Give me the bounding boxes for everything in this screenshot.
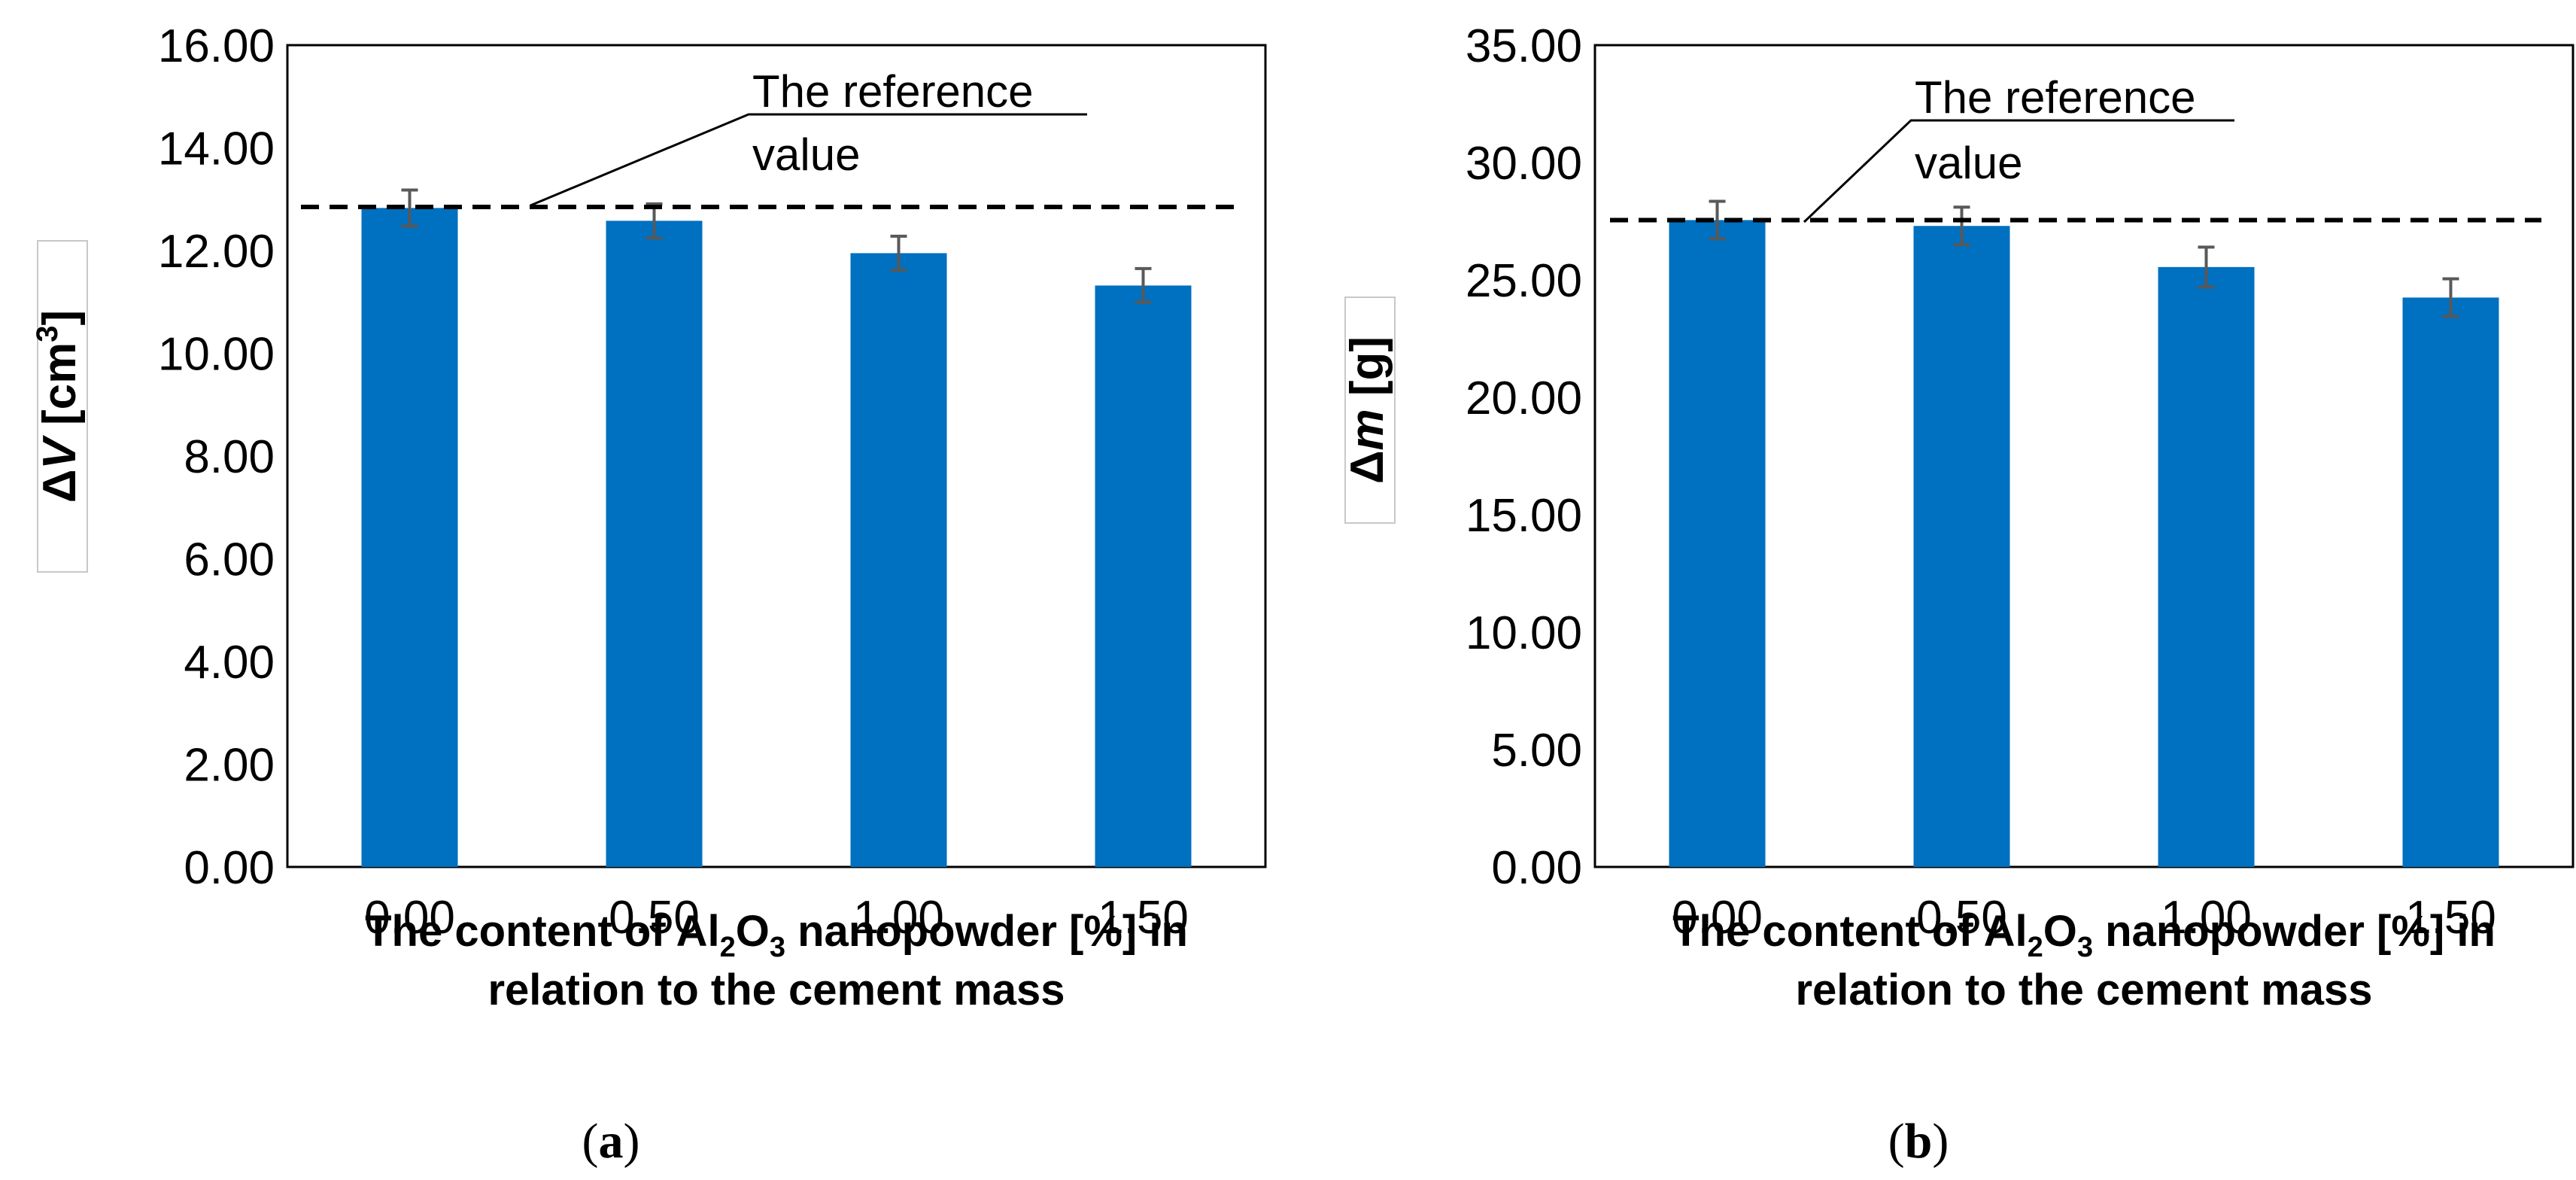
y-tick-label: 10.00 — [1466, 607, 1582, 659]
x-axis-label-line1: The content of Al2O3 nanopowder [%] in — [1672, 907, 2496, 963]
bar — [2402, 297, 2499, 867]
x-label-part: The content of Al — [1672, 907, 2027, 956]
caption-letter: b — [1905, 1114, 1933, 1169]
annotation-text: The reference — [752, 66, 1034, 117]
x-tick-label: 1.50 — [2405, 892, 2496, 944]
caption-paren: ) — [1932, 1114, 1949, 1169]
chart-panel-a: 0.00 2.00 4.00 6.00 8.00 10.00 12.00 14.00 16.00… — [31, 20, 1267, 1169]
panel-caption: (b) — [1888, 1114, 1949, 1169]
y-axis-label-frame — [37, 240, 88, 573]
caption-paren: ( — [582, 1114, 599, 1169]
y-tick-label: 10.00 — [158, 329, 275, 381]
y-axis-label-text: Δm [g] — [1341, 336, 1393, 484]
bar — [1913, 226, 2010, 867]
y-tick-label: 16.00 — [158, 20, 275, 72]
x-label-part: nanopowder [%] in — [785, 907, 1188, 956]
chart-panel-b: 0.005.0010.0015.0020.0025.0030.0035.000.… — [1341, 20, 2574, 1169]
y-label-superscript: 3 — [31, 326, 64, 342]
caption-paren: ) — [624, 1114, 640, 1169]
caption-paren: ( — [1888, 1114, 1905, 1169]
y-label-variable: V — [34, 435, 86, 470]
x-axis-label-line2: relation to the cement mass — [1795, 966, 2372, 1014]
bar — [606, 220, 703, 867]
bar — [361, 208, 458, 867]
x-tick-label: 1.00 — [2161, 892, 2252, 944]
y-tick-label: 25.00 — [1466, 255, 1582, 307]
y-tick-label: 14.00 — [158, 123, 275, 175]
y-tick-label: 15.00 — [1466, 490, 1582, 542]
y-label-variable: m — [1341, 409, 1393, 450]
bar — [1669, 220, 1766, 867]
annotation-text: The reference — [1915, 72, 2196, 123]
x-tick-label: 0.00 — [1672, 892, 1763, 944]
annotation-leader — [1803, 119, 2234, 224]
y-tick-label: 5.00 — [1491, 725, 1582, 777]
y-axis-label: ΔV [cm3] — [31, 240, 88, 573]
x-label-part: The content of Al — [365, 907, 719, 956]
plot-frame — [1593, 44, 2574, 868]
y-axis-label: Δm [g] — [1341, 297, 1396, 524]
annotation-text: value — [752, 129, 860, 180]
x-tick-label: 1.00 — [853, 892, 944, 944]
y-tick-label: 12.00 — [158, 226, 275, 278]
x-label-subscript: 2 — [2028, 932, 2043, 963]
y-tick-label: 30.00 — [1466, 138, 1582, 190]
plot-frame — [286, 44, 1267, 868]
y-tick-label: 4.00 — [184, 637, 275, 689]
x-axis-label-line1: The content of Al2O3 nanopowder [%] in — [365, 907, 1188, 963]
y-axis-label-frame — [1344, 297, 1396, 524]
y-tick-label: 0.00 — [1491, 842, 1582, 894]
x-label-subscript: 3 — [2077, 932, 2093, 963]
bar — [850, 253, 947, 868]
y-tick-label: 8.00 — [184, 431, 275, 483]
x-tick-label: 0.50 — [1916, 892, 2007, 944]
caption-letter: a — [599, 1114, 624, 1169]
annotation-text: value — [1915, 138, 2022, 188]
bar — [2158, 266, 2255, 868]
y-axis-label-text: ΔV [cm3] — [31, 310, 86, 503]
x-label-part: O — [736, 907, 770, 956]
x-tick-label: 0.50 — [609, 892, 700, 944]
x-axis-label-line2: relation to the cement mass — [488, 966, 1065, 1014]
x-label-part: nanopowder [%] in — [2093, 907, 2496, 956]
x-tick-label: 0.00 — [364, 892, 455, 944]
y-tick-label: 6.00 — [184, 534, 275, 586]
x-label-subscript: 3 — [770, 932, 785, 963]
y-label-symbol: Δ — [1341, 450, 1393, 484]
y-tick-label: 20.00 — [1466, 373, 1582, 424]
y-label-unit-close: ] — [34, 310, 86, 326]
annotation-leader — [530, 113, 1087, 207]
bar — [1095, 285, 1192, 867]
x-label-subscript: 2 — [720, 932, 736, 963]
panel-caption: (a) — [582, 1114, 640, 1169]
x-tick-label: 1.50 — [1098, 892, 1189, 944]
y-tick-label: 35.00 — [1466, 20, 1582, 72]
y-label-unit: [g] — [1341, 336, 1393, 409]
y-tick-label: 0.00 — [184, 842, 275, 894]
y-label-symbol: Δ — [34, 470, 86, 503]
y-tick-label: 2.00 — [184, 740, 275, 792]
y-label-unit: [cm — [34, 342, 86, 438]
x-label-part: O — [2043, 907, 2077, 956]
